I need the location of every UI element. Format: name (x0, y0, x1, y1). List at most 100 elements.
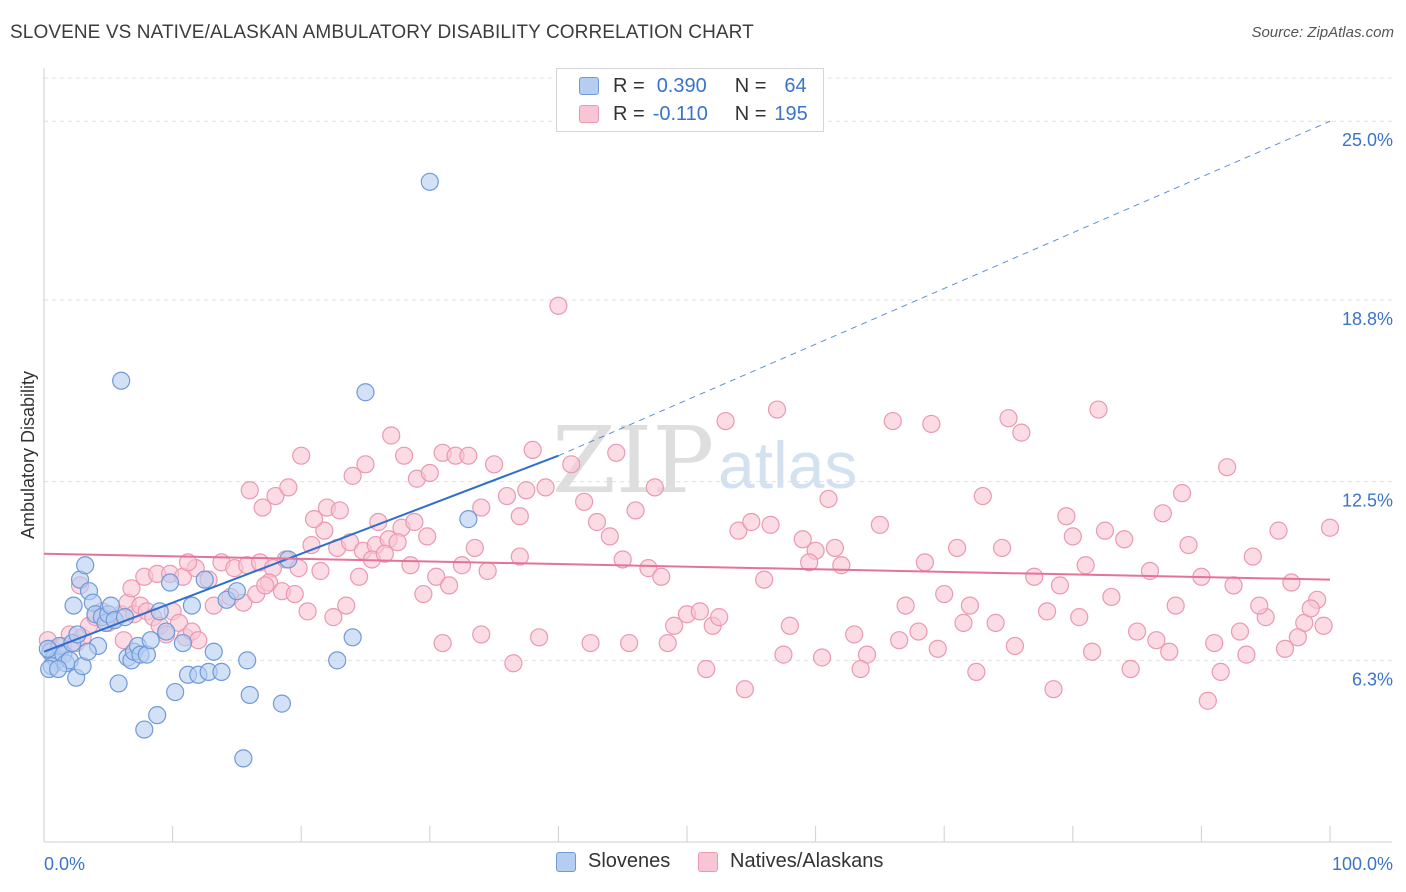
natives-point (832, 556, 851, 575)
natives-legend-swatch (698, 851, 718, 872)
n-value: 64 (784, 74, 807, 97)
slovenes-point (204, 642, 223, 661)
natives-point (485, 455, 504, 474)
legend-item-slovenes[interactable]: Slovenes (556, 850, 670, 873)
natives-point (1205, 633, 1224, 653)
natives-point (472, 625, 491, 644)
chart-title: SLOVENE VS NATIVE/ALASKAN AMBULATORY DIS… (10, 22, 754, 43)
natives-point (922, 414, 941, 434)
natives-point (536, 478, 555, 497)
y-axis-title: Ambulatory Disability (18, 371, 38, 539)
natives-point (896, 596, 915, 615)
slovenes-point (160, 573, 180, 592)
natives-point (253, 498, 272, 517)
natives-point (1314, 616, 1333, 635)
slovenes-point (420, 172, 439, 191)
natives-point (1218, 458, 1237, 477)
natives-point (340, 533, 360, 552)
natives-point (780, 616, 799, 635)
natives-point (266, 486, 285, 506)
natives-point (620, 633, 639, 653)
natives-point (793, 530, 812, 549)
slovenes-point (109, 674, 128, 693)
natives-point (420, 463, 439, 483)
natives-point (658, 633, 677, 653)
natives-point (1160, 642, 1179, 661)
y-tick-label: 12.5% (1342, 491, 1393, 511)
natives-point (1166, 596, 1185, 615)
slovenes-point (195, 570, 214, 589)
natives-point (523, 440, 542, 460)
natives-point (819, 489, 838, 509)
legend-item-natives[interactable]: Natives/Alaskans (698, 850, 883, 873)
natives-point (742, 512, 761, 532)
natives-point (690, 602, 709, 621)
natives-point (1044, 680, 1063, 699)
natives-point (504, 654, 523, 673)
natives-point (1288, 628, 1307, 647)
natives-point (1301, 599, 1320, 618)
natives-point (1076, 556, 1095, 575)
slovenes-point (141, 631, 160, 650)
y-tick-label: 6.3% (1352, 669, 1393, 689)
natives-point (890, 631, 909, 650)
n-label: N = (734, 102, 767, 125)
y-tick-label: 25.0% (1342, 130, 1393, 150)
x-tick-label: 0.0% (44, 854, 85, 874)
natives-point (279, 478, 298, 497)
natives-point (999, 409, 1018, 428)
natives-point (465, 538, 484, 558)
natives-point (337, 596, 356, 615)
slovenes-point (68, 625, 87, 644)
slovenes-point (227, 582, 246, 601)
natives-point (315, 521, 334, 540)
natives-point (510, 547, 529, 566)
slovenes-point (328, 651, 347, 670)
natives-point (800, 553, 819, 572)
natives-point (1050, 576, 1070, 595)
slovenes-point (76, 556, 95, 575)
natives-point (767, 400, 787, 419)
x-tick-label: 100.0% (1332, 854, 1393, 874)
slovenes-point (182, 596, 201, 615)
natives-point (401, 556, 420, 575)
natives-point (947, 538, 967, 558)
natives-point (414, 584, 433, 604)
natives-point (356, 455, 375, 474)
natives-point (1127, 622, 1147, 641)
natives-point (1250, 596, 1269, 615)
natives-point (292, 446, 311, 465)
natives-point (549, 296, 568, 315)
natives-point (1198, 691, 1217, 710)
natives-point (1102, 587, 1121, 607)
slovenes-point (343, 628, 362, 647)
natives-point (774, 645, 793, 664)
slovenes-point (38, 639, 57, 658)
natives-point (973, 486, 992, 506)
natives-point (1005, 636, 1025, 656)
natives-point (639, 559, 658, 578)
natives-point (418, 527, 437, 546)
slovenes-trend-extension (558, 120, 1331, 457)
natives-point (626, 501, 645, 520)
natives-point (1057, 507, 1076, 526)
natives-point (1147, 631, 1166, 650)
natives-point (562, 455, 581, 474)
r-label: R = (613, 74, 645, 97)
slovenes-point (212, 662, 231, 682)
slovenes-point (166, 682, 185, 702)
natives-point (665, 616, 684, 635)
natives-swatch (579, 105, 599, 123)
natives-point (304, 510, 324, 529)
natives-point (394, 446, 414, 465)
natives-point (1089, 400, 1108, 419)
natives-point (710, 608, 729, 627)
r-label: R = (613, 102, 645, 125)
natives-point (1012, 423, 1031, 442)
natives-point (960, 596, 980, 615)
watermark: ZIP atlas (552, 407, 857, 514)
natives-point (735, 680, 754, 699)
slovenes-point (64, 596, 83, 615)
watermark-atlas: atlas (718, 428, 857, 502)
